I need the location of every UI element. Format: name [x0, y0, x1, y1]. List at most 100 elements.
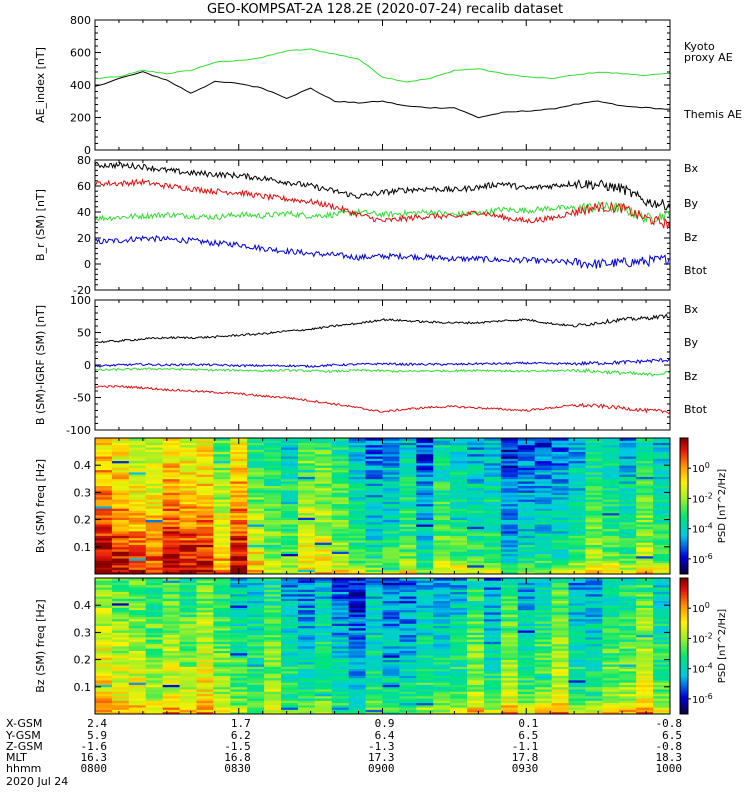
heatmap-cell — [619, 612, 637, 615]
heatmap-cell — [483, 540, 502, 543]
heatmap-cell — [433, 614, 451, 617]
heatmap-cell — [331, 462, 350, 466]
heatmap-cell — [213, 553, 231, 557]
heatmap-cell — [95, 632, 113, 636]
heatmap-cell — [196, 487, 214, 491]
heatmap-cell — [433, 607, 451, 611]
heatmap-cell — [128, 598, 147, 602]
heatmap-cell — [162, 618, 180, 622]
heatmap-cell — [636, 682, 654, 685]
heatmap-cell — [602, 474, 620, 477]
heatmap-cell — [433, 519, 451, 523]
heatmap-cell — [399, 593, 417, 597]
heatmap-cell — [95, 707, 113, 710]
heatmap-cell — [179, 542, 197, 545]
heatmap-cell — [467, 544, 485, 548]
heatmap-cell — [281, 704, 299, 708]
heatmap-cell — [416, 648, 434, 651]
heatmap-cell — [483, 596, 502, 599]
heatmap-cell — [247, 528, 265, 532]
y-axis-label: AE_index [nT] — [34, 47, 47, 123]
heatmap-cell — [450, 602, 468, 606]
heatmap-cell — [314, 449, 333, 452]
heatmap-cell — [585, 510, 603, 514]
heatmap-cell — [365, 666, 383, 670]
heatmap-cell — [602, 524, 620, 527]
heatmap-cell — [247, 451, 265, 455]
heatmap-cell — [467, 478, 485, 482]
heatmap-cell — [230, 521, 248, 525]
heatmap-cell — [111, 698, 130, 701]
heatmap-cell — [585, 680, 603, 683]
heatmap-cell — [602, 440, 620, 443]
heatmap-cell — [247, 700, 265, 704]
heatmap-cell — [534, 704, 553, 708]
heatmap-cell — [568, 650, 586, 654]
heatmap-cell — [416, 530, 434, 534]
heatmap-cell — [247, 673, 265, 676]
heatmap-cell — [517, 521, 536, 525]
colorbar-segment — [680, 636, 688, 640]
heatmap-cell — [483, 451, 502, 455]
heatmap-cell — [162, 641, 180, 645]
heatmap-cell — [281, 596, 299, 599]
heatmap-cell — [179, 492, 197, 496]
heatmap-cell — [145, 639, 164, 642]
heatmap-cell — [196, 702, 214, 706]
heatmap-cell — [534, 533, 553, 536]
heatmap-cell — [517, 487, 536, 491]
colorbar-segment — [680, 689, 688, 692]
heatmap-cell — [416, 519, 434, 523]
heatmap-cell — [653, 472, 671, 475]
heatmap-cell — [517, 501, 536, 505]
heatmap-cell — [585, 593, 603, 597]
heatmap-cell — [450, 481, 468, 484]
heatmap-cell — [636, 636, 654, 640]
heatmap-cell — [585, 490, 603, 493]
heatmap-cell — [145, 485, 164, 489]
heatmap-cell — [483, 512, 502, 516]
heatmap-cell — [467, 695, 485, 699]
heatmap-cell — [636, 501, 654, 505]
heatmap-cell — [653, 625, 671, 629]
heatmap-cell — [551, 680, 569, 683]
heatmap-cell — [281, 517, 299, 520]
heatmap-cell — [281, 648, 299, 651]
heatmap-cell — [179, 526, 197, 530]
heatmap-cell — [314, 469, 333, 473]
heatmap-cell — [128, 655, 147, 658]
heatmap-cell — [585, 668, 603, 672]
heatmap-cell — [95, 528, 113, 532]
heatmap-cell — [111, 655, 130, 658]
heatmap-cell — [585, 526, 603, 530]
heatmap-cell — [348, 447, 366, 450]
heatmap-cell — [399, 668, 417, 672]
heatmap-cell — [145, 564, 164, 568]
heatmap-cell — [517, 664, 536, 667]
heatmap-cell — [483, 693, 502, 697]
heatmap-cell — [483, 503, 502, 507]
heatmap-cell — [653, 621, 671, 624]
heatmap-cell — [619, 467, 637, 471]
heatmap-cell — [111, 472, 130, 475]
heatmap-cell — [247, 657, 265, 660]
heatmap-cell — [348, 449, 366, 452]
heatmap-cell — [264, 598, 282, 602]
heatmap-cell — [95, 605, 113, 608]
heatmap-cell — [264, 612, 282, 615]
heatmap-cell — [331, 558, 350, 561]
heatmap-cell — [585, 661, 603, 665]
heatmap-cell — [636, 440, 654, 443]
heatmap-cell — [162, 458, 180, 462]
heatmap-cell — [483, 668, 502, 672]
heatmap-cell — [331, 693, 350, 697]
heatmap-cell — [111, 605, 130, 608]
heatmap-cell — [179, 695, 197, 699]
heatmap-cell — [636, 526, 654, 530]
heatmap-cell — [281, 598, 299, 602]
heatmap-cell — [213, 483, 231, 486]
heatmap-cell — [128, 558, 147, 561]
heatmap-cell — [382, 508, 400, 511]
heatmap-cell — [416, 506, 434, 509]
heatmap-cell — [483, 442, 502, 446]
